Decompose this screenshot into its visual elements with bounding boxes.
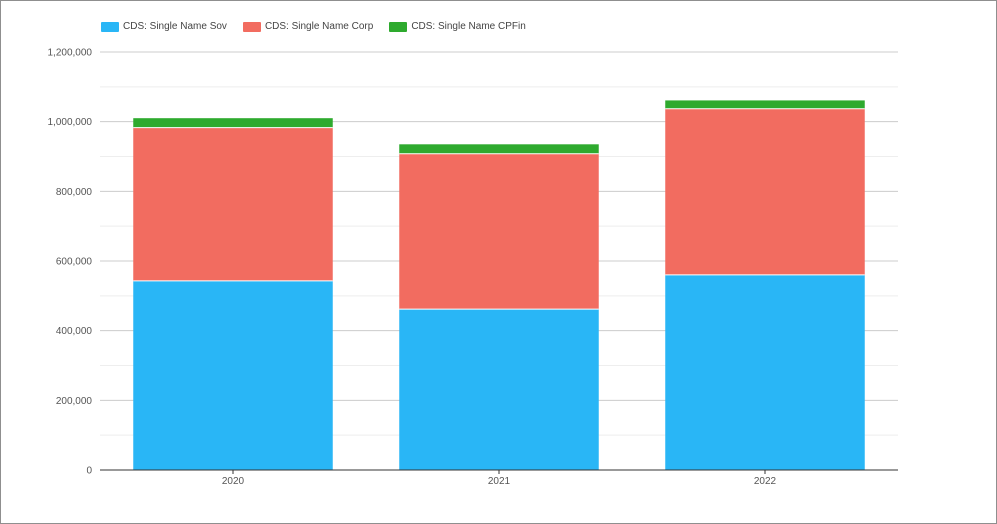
x-tick-label: 2020 [222,476,245,487]
legend-label-cpfin: CDS: Single Name CPFin [411,21,526,32]
bar-segment-1 [133,127,333,281]
bar-segment-2 [133,118,333,128]
bar-segment-2 [665,100,865,109]
legend-item-cpfin[interactable]: CDS: Single Name CPFin [389,21,526,32]
x-tick-label: 2021 [488,476,511,487]
y-tick-label: 400,000 [56,326,93,337]
y-tick-label: 0 [86,466,92,477]
bar-segment-1 [665,108,865,275]
bar-segment-1 [399,153,599,310]
legend-swatch-cpfin [389,21,408,32]
chart-legend: CDS: Single Name Sov CDS: Single Name Co… [101,21,526,32]
legend-item-corp[interactable]: CDS: Single Name Corp [242,21,374,32]
y-tick-label: 800,000 [56,187,93,198]
bar-segment-2 [399,144,599,154]
y-tick-label: 1,200,000 [48,48,93,59]
legend-label-sov: CDS: Single Name Sov [123,21,227,32]
y-tick-label: 1,000,000 [48,117,93,128]
legend-label-corp: CDS: Single Name Corp [264,21,374,32]
legend-item-sov[interactable]: CDS: Single Name Sov [101,21,227,32]
x-tick-label: 2022 [754,476,777,487]
bar-segment-0 [133,280,333,470]
y-tick-label: 200,000 [56,396,93,407]
legend-swatch-corp [242,21,261,32]
legend-swatch-sov [101,21,119,32]
bar-segment-0 [665,274,865,470]
y-tick-label: 600,000 [56,257,93,268]
bar-segment-0 [399,309,599,470]
